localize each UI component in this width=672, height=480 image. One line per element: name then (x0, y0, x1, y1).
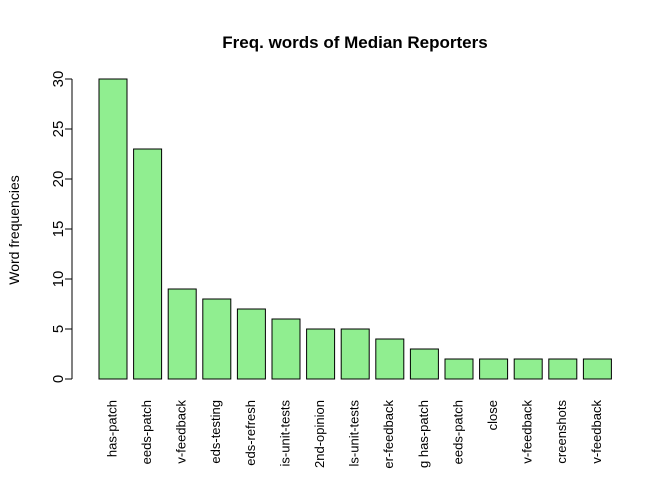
bar (271, 318, 301, 380)
x-tick-label: v-feedback (589, 400, 604, 464)
x-tick-label: is-unit-tests (277, 400, 292, 467)
bar (167, 288, 197, 380)
x-tick-label: v-feedback (520, 400, 535, 464)
bar (582, 358, 612, 380)
x-tick-label: ls-unit-tests (347, 400, 362, 467)
y-tick-label: 20 (50, 171, 67, 188)
x-tick-label: 2nd-opinion (312, 400, 327, 468)
x-tick-label: close (485, 400, 500, 430)
x-tick-label: er-feedback (381, 400, 396, 469)
bar (409, 348, 439, 380)
bar (202, 298, 232, 380)
bar (133, 148, 163, 380)
y-tick-label: 30 (50, 71, 67, 88)
chart-title: Freq. words of Median Reporters (222, 33, 487, 52)
bar (98, 78, 128, 380)
bars-group (98, 78, 612, 380)
y-tick-label: 15 (50, 221, 67, 238)
y-tick-label: 25 (50, 121, 67, 138)
bar (236, 308, 266, 380)
bar (513, 358, 543, 380)
x-tick-label: eeds-patch (450, 400, 465, 464)
y-tick-label: 5 (50, 325, 67, 333)
x-tick-labels: has-patch eeds-patch v-feedback eds-testing… (104, 400, 603, 469)
y-tick-label: 10 (50, 271, 67, 288)
x-tick-label: eds-refresh (243, 400, 258, 466)
x-tick-label: eds-testing (208, 400, 223, 464)
y-tick-label: 0 (50, 375, 67, 383)
bar (479, 358, 509, 380)
bar (306, 328, 336, 380)
x-tick-label: creenshots (554, 400, 569, 464)
bar (375, 338, 405, 380)
x-tick-label: has-patch (104, 400, 119, 457)
x-tick-label: v-feedback (174, 400, 189, 464)
x-tick-label: eeds-patch (139, 400, 154, 464)
bar (548, 358, 578, 380)
y-axis-label: Word frequencies (6, 175, 22, 284)
x-tick-label: g has-patch (416, 400, 431, 468)
bar (340, 328, 370, 380)
bar (444, 358, 474, 380)
y-axis: 0 5 10 15 20 25 30 (50, 71, 73, 383)
